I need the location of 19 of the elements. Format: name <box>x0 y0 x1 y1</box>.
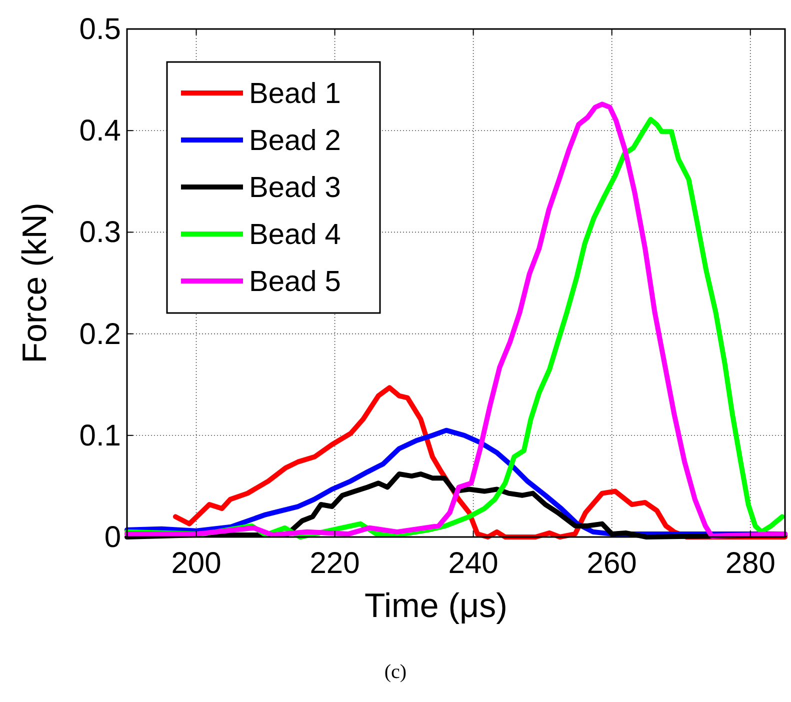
x-tick-label: 240 <box>448 547 498 580</box>
legend-label: Bead 1 <box>249 78 341 110</box>
y-tick-label: 0.4 <box>79 114 121 148</box>
x-tick-label: 280 <box>725 547 776 580</box>
text: (c) <box>384 661 407 683</box>
legend-label: Bead 3 <box>249 172 341 204</box>
x-tick-label: 260 <box>586 547 637 580</box>
y-axis-title: Force (kN) <box>16 202 54 364</box>
y-tick-label: 0.2 <box>79 318 121 351</box>
y-tick-label: 0.1 <box>79 419 121 452</box>
x-axis-title: Time (μs) <box>364 587 508 625</box>
y-tick-label: 0.3 <box>79 216 121 250</box>
y-tick-label: 0 <box>104 521 121 554</box>
y-tick-label: 0.5 <box>79 13 121 46</box>
legend-label: Bead 4 <box>249 219 341 251</box>
legend-label: Bead 5 <box>249 266 341 298</box>
x-tick-label: 220 <box>310 547 360 580</box>
legend-label: Bead 2 <box>249 125 341 157</box>
x-tick-label: 200 <box>171 547 222 580</box>
